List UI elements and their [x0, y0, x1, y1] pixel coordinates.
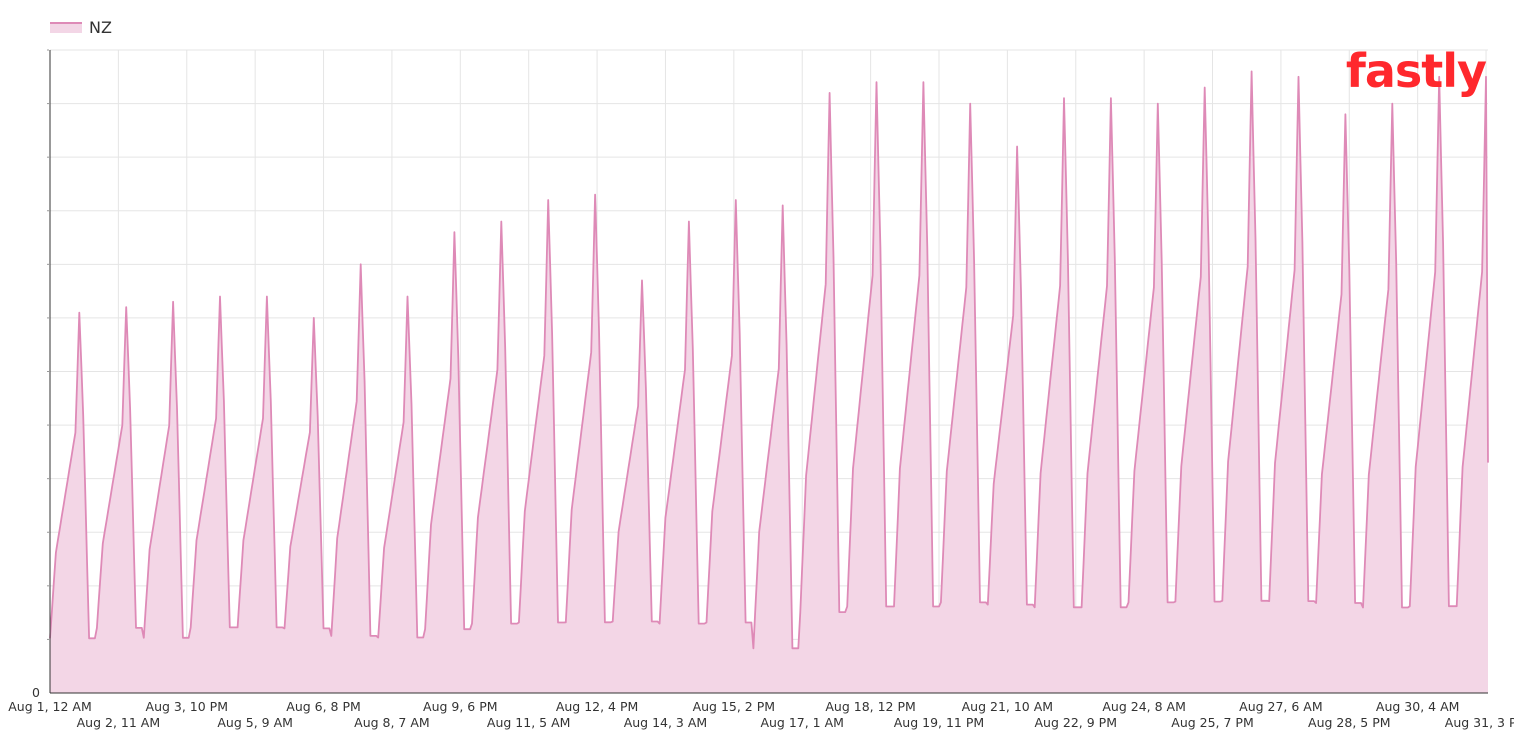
legend-swatch-nz — [50, 22, 82, 33]
x-tick-label: Aug 6, 8 PM — [286, 699, 361, 714]
x-tick-label: Aug 14, 3 AM — [624, 715, 708, 730]
x-tick-label: Aug 8, 7 AM — [354, 715, 430, 730]
x-tick-label: Aug 21, 10 AM — [962, 699, 1053, 714]
x-tick-label: Aug 2, 11 AM — [77, 715, 161, 730]
x-tick-label: Aug 12, 4 PM — [556, 699, 638, 714]
x-tick-label: Aug 11, 5 AM — [487, 715, 571, 730]
x-tick-label: Aug 15, 2 PM — [693, 699, 775, 714]
series-line-nz — [49, 70, 1489, 650]
x-tick-label: Aug 25, 7 PM — [1171, 715, 1253, 730]
legend-label-nz: NZ — [89, 18, 112, 37]
fastly-logo: fastly — [1345, 44, 1487, 98]
legend[interactable]: NZ — [50, 18, 112, 37]
x-tick-label: Aug 24, 8 AM — [1102, 699, 1186, 714]
x-tick-label: Aug 17, 1 AM — [760, 715, 844, 730]
x-tick-label: Aug 1, 12 AM — [8, 699, 92, 714]
x-tick-label: Aug 27, 6 AM — [1239, 699, 1323, 714]
series-area-nz — [50, 71, 1488, 693]
x-tick-label: Aug 30, 4 AM — [1376, 699, 1460, 714]
x-tick-label: Aug 28, 5 PM — [1308, 715, 1390, 730]
x-tick-label: Aug 3, 10 PM — [146, 699, 228, 714]
x-tick-label: Aug 9, 6 PM — [423, 699, 498, 714]
x-tick-label: Aug 22, 9 PM — [1035, 715, 1117, 730]
x-tick-label: Aug 19, 11 PM — [894, 715, 984, 730]
x-tick-label: Aug 5, 9 AM — [217, 715, 293, 730]
x-tick-label: Aug 31, 3 PM — [1445, 715, 1514, 730]
y-tick-label: 0 — [32, 685, 40, 700]
x-tick-label: Aug 18, 12 PM — [825, 699, 915, 714]
